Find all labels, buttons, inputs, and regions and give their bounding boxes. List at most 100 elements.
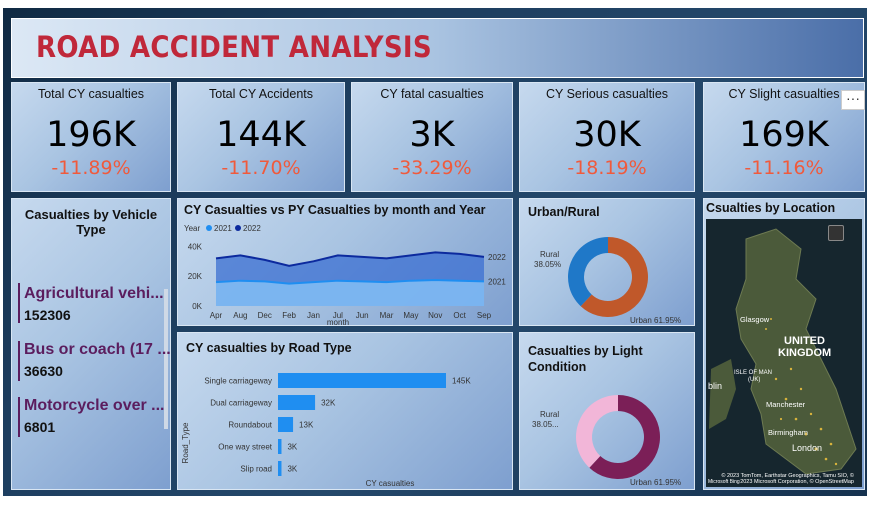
map-label-london: London <box>792 443 822 453</box>
legend-2021: 2021 <box>214 224 232 233</box>
location-map-panel: Csualties by Location UNITED KINGDOM Gla… <box>703 198 865 490</box>
x-axis-label: month <box>327 318 349 325</box>
great-britain-landmass <box>735 228 857 475</box>
map-label-united: UNITED <box>784 335 825 347</box>
urban-label: Urban 61.95% <box>630 478 681 487</box>
urban-rural-title: Urban/Rural <box>528 205 600 219</box>
legend-2022-marker <box>235 225 241 231</box>
light-condition-panel: Casualties by Light Condition Rural 38.05… <box>519 332 695 490</box>
road-type-bar <box>278 417 294 432</box>
kpi-change: -18.19% <box>567 157 647 179</box>
map-label-kingdom: KINGDOM <box>778 347 831 359</box>
vehicle-value: 6801 <box>24 419 56 435</box>
donut-slice-urban <box>589 395 660 479</box>
bar-category-label: One way street <box>218 443 273 452</box>
ireland-landmass <box>709 359 736 429</box>
x-tick-label: Nov <box>428 311 442 320</box>
urban-label: Urban 61.95% <box>630 316 681 325</box>
y-tick-label: 40K <box>188 242 203 251</box>
x-tick-label: Feb <box>282 311 296 320</box>
vehicle-name: Agricultural vehi... <box>24 285 164 302</box>
donut-slice-rural <box>576 395 618 468</box>
page-title: ROAD ACCIDENT ANALYSIS <box>36 30 432 64</box>
kpi-label: CY fatal casualties <box>380 87 484 101</box>
light-condition-title: Casualties by Light Condition <box>528 344 643 374</box>
map-area[interactable]: UNITED KINGDOM Glasgow ISLE OF MAN (UK) … <box>706 219 862 487</box>
uk-map: UNITED KINGDOM Glasgow ISLE OF MAN (UK) … <box>706 219 862 487</box>
kpi-value: 196K <box>46 115 136 155</box>
title-banner: ROAD ACCIDENT ANALYSIS <box>11 18 864 78</box>
more-options-button[interactable]: ··· <box>841 90 865 110</box>
kpi-value: 30K <box>573 115 641 155</box>
road-type-bar <box>278 395 316 410</box>
x-tick-label: Jul <box>333 311 343 320</box>
x-tick-label: Aug <box>233 311 247 320</box>
map-fullscreen-button[interactable] <box>828 225 844 241</box>
light-condition-donut: Rural 38.05... Urban 61.95% <box>532 395 681 487</box>
map-title: Csualties by Location <box>706 201 836 215</box>
x-axis-label: CY casualties <box>366 479 415 488</box>
map-label-isle-of-man: ISLE OF MAN <box>734 370 772 376</box>
map-label-dublin: blin <box>708 381 722 391</box>
vehicle-scrollbar[interactable] <box>164 289 168 429</box>
donut-slice-rural <box>568 237 608 307</box>
bar-category-label: Single carriageway <box>204 377 272 386</box>
road-type-bar <box>278 461 282 476</box>
series-end-label: 2022 <box>488 253 506 262</box>
y-tick-label: 0K <box>192 302 202 311</box>
vehicle-panel-title: Casualties by Vehicle Type <box>24 207 158 237</box>
kpi-label: CY Serious casualties <box>545 87 669 101</box>
kpi-value: 144K <box>216 115 306 155</box>
kpi-slight-casualties[interactable]: CY Slight casualties 169K -11.16% <box>703 82 865 192</box>
bar-value-label: 3K <box>287 443 297 452</box>
road-type-bar <box>278 439 282 454</box>
series-line-2022 <box>215 251 485 267</box>
map-label-birmingham: Birmingham <box>768 428 808 437</box>
kpi-value: 169K <box>739 115 829 155</box>
map-copyright: © 2023 TomTom, Earthstar Geographics, Ta… <box>721 473 854 485</box>
area-chart: Year 2021 2022 month 0K 20K 40K 2022 2021 Apr… <box>184 224 506 325</box>
rural-label: Rural 38.05% <box>534 250 561 269</box>
monthly-casualties-panel: CY Casualties vs PY Casualties by month … <box>177 198 513 326</box>
legend-2021-marker <box>206 225 212 231</box>
vehicle-name: Bus or coach (17 ... <box>24 341 171 358</box>
x-tick-label: Sep <box>477 311 492 320</box>
legend-2022: 2022 <box>243 224 261 233</box>
donut-slice-urban <box>580 237 648 317</box>
kpi-change: -11.70% <box>221 157 301 179</box>
x-tick-label: May <box>403 311 418 320</box>
kpi-label: Total CY Accidents <box>209 87 313 101</box>
map-label-uk: (UK) <box>748 377 760 383</box>
dashboard-canvas: ROAD ACCIDENT ANALYSIS Total CY casualti… <box>3 8 867 496</box>
bar-category-label: Dual carriageway <box>210 399 272 408</box>
x-tick-label: Apr <box>210 311 223 320</box>
vehicle-type-panel: Casualties by Vehicle Type Agricultural … <box>11 198 171 490</box>
x-tick-label: Jun <box>356 311 369 320</box>
kpi-change: -11.16% <box>744 157 824 179</box>
kpi-serious-casualties[interactable]: CY Serious casualties 30K -18.19% <box>519 82 695 192</box>
bar-category-label: Slip road <box>240 465 272 474</box>
location-dots <box>765 318 838 466</box>
bar-category-label: Roundabout <box>228 421 272 430</box>
x-tick-label: Dec <box>258 311 272 320</box>
bar-value-label: 145K <box>452 377 471 386</box>
legend-title: Year <box>184 224 201 233</box>
bar-value-label: 3K <box>287 465 297 474</box>
kpi-total-casualties[interactable]: Total CY casualties 196K -11.89% <box>11 82 171 192</box>
y-tick-label: 20K <box>188 272 203 281</box>
map-label-glasgow: Glasgow <box>740 315 770 324</box>
road-type-panel: CY casualties by Road Type Road_Type CY … <box>177 332 513 490</box>
bing-logo: Microsoft Bing <box>708 479 740 485</box>
y-axis-label: Road_Type <box>181 422 190 463</box>
rural-label: Rural 38.05... <box>532 410 559 429</box>
x-tick-label: Jan <box>307 311 320 320</box>
kpi-fatal-casualties[interactable]: CY fatal casualties 3K -33.29% <box>351 82 513 192</box>
kpi-total-accidents[interactable]: Total CY Accidents 144K -11.70% <box>177 82 345 192</box>
vehicle-value: 152306 <box>24 307 71 323</box>
series-line-2021 <box>215 278 485 285</box>
x-tick-label: Mar <box>380 311 394 320</box>
map-label-manchester: Manchester <box>766 400 806 409</box>
urban-rural-donut: Rural 38.05% Urban 61.95% <box>534 237 681 325</box>
kpi-label: CY Slight casualties <box>728 87 840 101</box>
kpi-value: 3K <box>409 115 455 155</box>
